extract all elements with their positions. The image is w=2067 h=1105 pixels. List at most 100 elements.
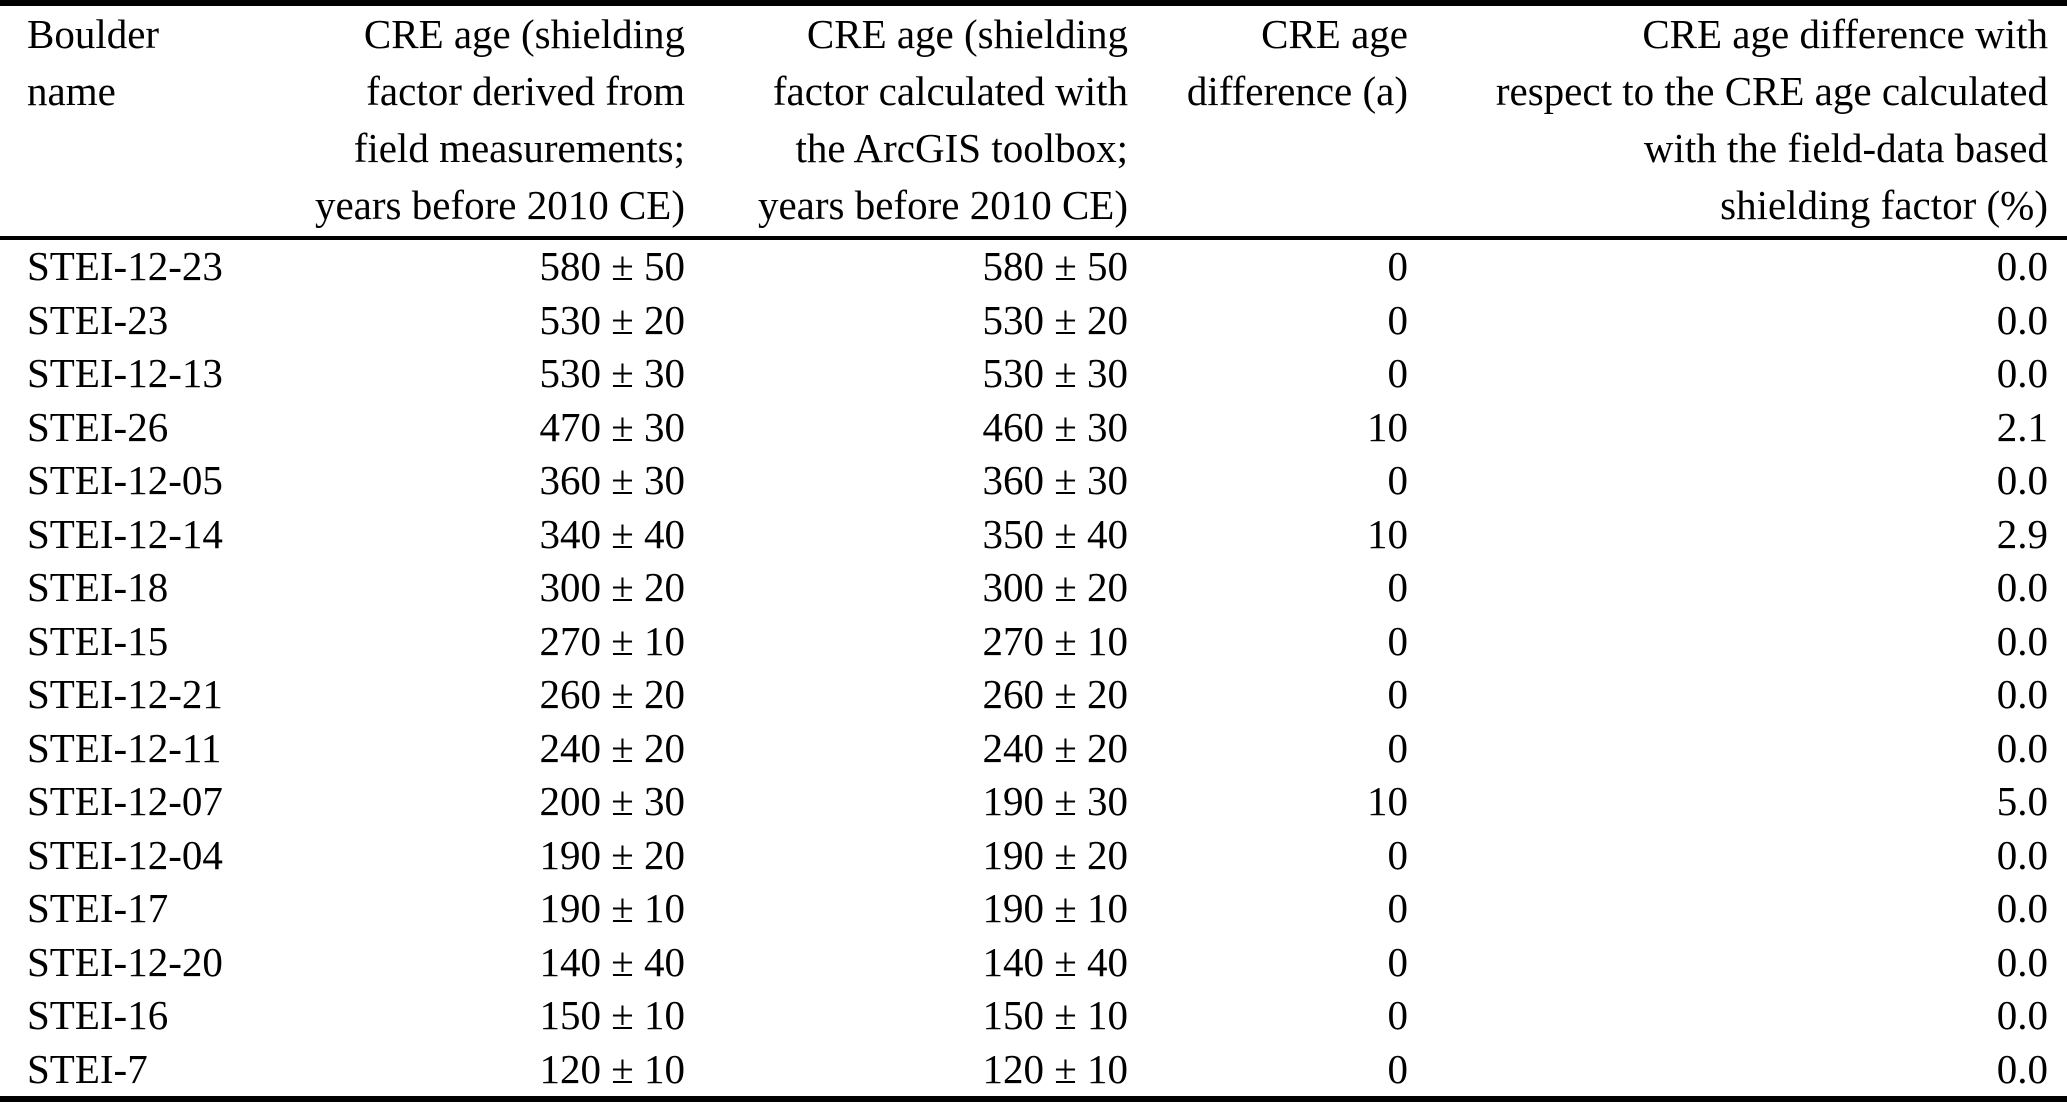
cre-age-arcgis-cell: 300 ± 20 <box>982 564 1128 610</box>
cre-age-field-cell: 530 ± 20 <box>539 296 685 343</box>
cre-age-arcgis-cell: 190 ± 30 <box>982 778 1128 824</box>
cre-age-field-cell: 190 ± 10 <box>539 885 685 931</box>
table-row: STEI-16 150 ± 10 150 ± 10 0 0.0 <box>0 989 2067 1043</box>
table-header: Boulder name CRE age (shielding factor d… <box>0 3 2067 240</box>
cre-age-difference-percent-cell: 0.0 <box>1996 564 2048 610</box>
cre-age-difference-percent-cell: 0.0 <box>1996 992 2048 1038</box>
cre-age-difference-cell: 0 <box>1387 1045 1409 1092</box>
cre-age-difference-percent-cell: 0.0 <box>1996 457 2048 503</box>
cre-age-difference-cell: 0 <box>1387 564 1409 610</box>
cre-age-arcgis-cell: 190 ± 20 <box>982 831 1128 878</box>
boulder-name-cell: STEI-12-07 <box>27 778 223 824</box>
cre-age-difference-percent-cell: 0.0 <box>1996 831 2048 878</box>
cre-age-arcgis-cell: 240 ± 20 <box>982 724 1128 771</box>
cre-age-field-cell: 360 ± 30 <box>539 457 685 503</box>
header-row: Boulder name CRE age (shielding factor d… <box>0 3 2067 240</box>
boulder-name-cell: STEI-15 <box>27 617 169 664</box>
cre-age-field-cell: 190 ± 20 <box>539 831 685 878</box>
table-row: STEI-12-05 360 ± 30 360 ± 30 0 0.0 <box>0 454 2067 508</box>
boulder-name-cell: STEI-12-13 <box>27 350 223 396</box>
cre-age-difference-cell: 0 <box>1387 296 1409 343</box>
cre-age-field-cell: 120 ± 10 <box>539 1045 685 1092</box>
boulder-name-cell: STEI-7 <box>27 1045 148 1092</box>
table-row: STEI-12-04 190 ± 20 190 ± 20 0 0.0 <box>0 829 2067 883</box>
boulder-name-cell: STEI-17 <box>27 885 169 931</box>
cre-age-difference-percent-cell: 5.0 <box>1996 778 2048 824</box>
cre-age-difference-cell: 0 <box>1387 885 1409 931</box>
boulder-name-cell: STEI-12-05 <box>27 457 223 503</box>
cre-age-difference-percent-cell: 0.0 <box>1996 724 2048 771</box>
boulder-name-cell: STEI-12-20 <box>27 938 223 985</box>
cre-age-difference-percent-cell: 0.0 <box>1996 1045 2048 1092</box>
cre-age-difference-cell: 0 <box>1387 617 1409 664</box>
cre-age-arcgis-cell: 460 ± 30 <box>982 403 1128 450</box>
cre-age-difference-cell: 0 <box>1387 671 1409 717</box>
cre-age-difference-cell: 10 <box>1367 510 1408 557</box>
boulder-name-cell: STEI-26 <box>27 403 169 450</box>
cre-age-field-cell: 580 ± 50 <box>539 243 685 289</box>
boulder-name-cell: STEI-12-23 <box>27 243 223 289</box>
boulder-name-cell: STEI-12-14 <box>27 510 223 557</box>
cre-age-difference-percent-cell: 0.0 <box>1996 938 2048 985</box>
cre-age-difference-cell: 10 <box>1367 403 1408 450</box>
cre-age-difference-percent-cell: 0.0 <box>1996 617 2048 664</box>
cre-age-field-cell: 150 ± 10 <box>539 992 685 1038</box>
cre-age-field-cell: 270 ± 10 <box>539 617 685 664</box>
boulder-name-cell: STEI-18 <box>27 564 169 610</box>
table-row: STEI-12-20 140 ± 40 140 ± 40 0 0.0 <box>0 936 2067 990</box>
cre-age-difference-percent-cell: 0.0 <box>1996 350 2048 396</box>
cre-age-field-cell: 470 ± 30 <box>539 403 685 450</box>
cre-age-field-cell: 240 ± 20 <box>539 724 685 771</box>
cre-age-difference-percent-cell: 0.0 <box>1996 885 2048 931</box>
col-header-cre-age-difference: CRE age difference (a) <box>1128 3 1408 240</box>
boulder-name-cell: STEI-12-21 <box>27 671 223 717</box>
cre-age-difference-cell: 0 <box>1387 350 1409 396</box>
cre-age-difference-percent-cell: 2.9 <box>1996 510 2048 557</box>
table-row: STEI-12-14 340 ± 40 350 ± 40 10 2.9 <box>0 508 2067 562</box>
cre-age-arcgis-cell: 580 ± 50 <box>982 243 1128 289</box>
cre-age-difference-percent-cell: 2.1 <box>1996 403 2048 450</box>
cre-age-arcgis-cell: 190 ± 10 <box>982 885 1128 931</box>
cre-age-arcgis-cell: 350 ± 40 <box>982 510 1128 557</box>
cre-age-difference-cell: 0 <box>1387 457 1409 503</box>
cre-age-arcgis-cell: 150 ± 10 <box>982 992 1128 1038</box>
cre-age-difference-cell: 0 <box>1387 724 1409 771</box>
cre-age-field-cell: 530 ± 30 <box>539 350 685 396</box>
cre-age-arcgis-cell: 360 ± 30 <box>982 457 1128 503</box>
table-body: STEI-12-23 580 ± 50 580 ± 50 0 0.0 STEI-23 530… <box>0 238 2067 1099</box>
table-row: STEI-26 470 ± 30 460 ± 30 10 2.1 <box>0 401 2067 455</box>
cre-age-arcgis-cell: 260 ± 20 <box>982 671 1128 717</box>
cre-age-arcgis-cell: 530 ± 30 <box>982 350 1128 396</box>
cre-age-field-cell: 140 ± 40 <box>539 938 685 985</box>
cre-age-difference-cell: 0 <box>1387 992 1409 1038</box>
table-row: STEI-12-07 200 ± 30 190 ± 30 10 5.0 <box>0 775 2067 829</box>
boulder-name-cell: STEI-16 <box>27 992 169 1038</box>
cre-age-difference-percent-cell: 0.0 <box>1996 296 2048 343</box>
table-row: STEI-23 530 ± 20 530 ± 20 0 0.0 <box>0 294 2067 348</box>
cre-age-arcgis-cell: 140 ± 40 <box>982 938 1128 985</box>
cre-age-difference-cell: 10 <box>1367 778 1408 824</box>
cre-age-difference-percent-cell: 0.0 <box>1996 671 2048 717</box>
boulder-name-cell: STEI-23 <box>27 296 169 343</box>
table-row: STEI-12-23 580 ± 50 580 ± 50 0 0.0 <box>0 238 2067 294</box>
cre-age-difference-cell: 0 <box>1387 831 1409 878</box>
table-row: STEI-15 270 ± 10 270 ± 10 0 0.0 <box>0 615 2067 669</box>
table-row: STEI-12-13 530 ± 30 530 ± 30 0 0.0 <box>0 347 2067 401</box>
table-row: STEI-7 120 ± 10 120 ± 10 0 0.0 <box>0 1043 2067 1100</box>
cre-age-difference-cell: 0 <box>1387 938 1409 985</box>
table-row: STEI-18 300 ± 20 300 ± 20 0 0.0 <box>0 561 2067 615</box>
cre-age-field-cell: 300 ± 20 <box>539 564 685 610</box>
cre-age-field-cell: 260 ± 20 <box>539 671 685 717</box>
col-header-boulder-name: Boulder name <box>0 3 270 240</box>
table-row: STEI-12-11 240 ± 20 240 ± 20 0 0.0 <box>0 722 2067 776</box>
cre-age-arcgis-cell: 270 ± 10 <box>982 617 1128 664</box>
col-header-cre-age-arcgis: CRE age (shielding factor calculated wit… <box>685 3 1128 240</box>
cre-age-arcgis-cell: 530 ± 20 <box>982 296 1128 343</box>
cre-age-difference-cell: 0 <box>1387 243 1409 289</box>
table-row: STEI-17 190 ± 10 190 ± 10 0 0.0 <box>0 882 2067 936</box>
cre-age-field-cell: 340 ± 40 <box>539 510 685 557</box>
boulder-name-cell: STEI-12-11 <box>27 724 222 771</box>
cre-age-difference-percent-cell: 0.0 <box>1996 243 2048 289</box>
